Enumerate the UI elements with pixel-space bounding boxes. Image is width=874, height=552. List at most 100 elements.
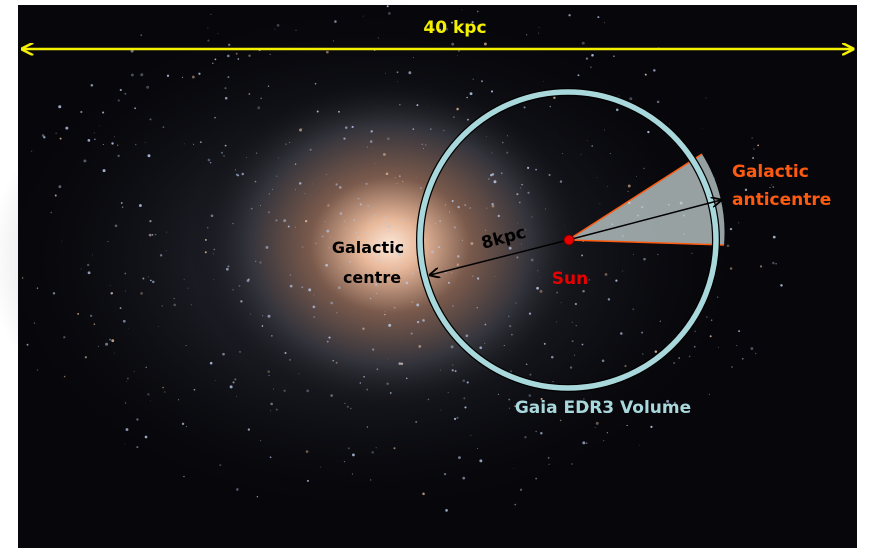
- star: [508, 315, 510, 318]
- star: [559, 180, 563, 183]
- star: [395, 251, 398, 254]
- star: [450, 345, 454, 349]
- star: [119, 307, 122, 310]
- star: [391, 245, 393, 247]
- star: [120, 202, 123, 204]
- star: [349, 407, 352, 410]
- star: [461, 9, 463, 11]
- star: [324, 221, 326, 223]
- star: [552, 381, 554, 383]
- star: [134, 107, 136, 110]
- star: [102, 111, 105, 114]
- star: [632, 308, 635, 311]
- star: [77, 312, 80, 315]
- star: [327, 204, 330, 207]
- star: [372, 147, 373, 149]
- star: [198, 72, 201, 75]
- star: [398, 175, 401, 178]
- star: [561, 153, 563, 154]
- star: [305, 450, 309, 453]
- star: [379, 223, 381, 225]
- star: [125, 428, 129, 431]
- star: [641, 331, 644, 334]
- star: [601, 359, 605, 362]
- star: [140, 34, 142, 36]
- star: [444, 25, 446, 28]
- star: [330, 394, 334, 397]
- star: [453, 417, 457, 421]
- star: [479, 346, 483, 350]
- star: [560, 302, 562, 304]
- star: [744, 188, 748, 192]
- star: [353, 219, 356, 222]
- star: [232, 223, 234, 225]
- star: [416, 104, 419, 107]
- star: [213, 279, 215, 280]
- star: [224, 87, 227, 90]
- star: [295, 189, 297, 191]
- star: [283, 219, 287, 223]
- star: [759, 265, 763, 268]
- star: [343, 137, 346, 140]
- star: [352, 453, 355, 457]
- star: [207, 158, 211, 162]
- star: [185, 344, 187, 346]
- star: [425, 144, 427, 146]
- star: [613, 55, 615, 58]
- star: [275, 408, 278, 411]
- star: [659, 320, 662, 322]
- star: [736, 345, 738, 347]
- star: [287, 225, 290, 228]
- sun-label: Sun: [552, 269, 588, 289]
- star: [422, 319, 425, 322]
- star: [484, 323, 487, 326]
- star: [509, 324, 512, 328]
- star: [65, 126, 69, 130]
- star: [80, 268, 82, 270]
- star: [400, 362, 404, 366]
- star: [339, 266, 341, 268]
- star: [149, 220, 152, 223]
- star: [480, 80, 483, 83]
- star: [413, 282, 415, 284]
- star: [124, 272, 127, 275]
- star: [427, 398, 430, 401]
- star: [250, 207, 253, 210]
- star: [245, 156, 247, 159]
- star: [217, 33, 219, 35]
- star: [63, 375, 66, 378]
- star: [140, 292, 143, 295]
- star: [133, 371, 135, 372]
- star: [229, 385, 233, 389]
- star: [63, 336, 66, 339]
- star: [346, 405, 349, 408]
- star: [547, 456, 550, 459]
- star: [401, 248, 404, 252]
- star: [615, 279, 618, 282]
- star: [606, 432, 608, 434]
- star: [503, 344, 505, 347]
- star: [125, 402, 127, 404]
- star: [262, 315, 264, 317]
- star: [298, 182, 302, 185]
- star: [514, 405, 517, 408]
- star: [587, 139, 588, 141]
- star: [451, 21, 454, 24]
- star: [267, 370, 270, 373]
- star: [525, 363, 528, 366]
- star: [269, 410, 272, 412]
- star: [232, 381, 235, 384]
- star: [209, 361, 213, 365]
- star: [410, 246, 413, 249]
- star: [269, 456, 272, 459]
- star: [384, 311, 386, 313]
- star: [43, 136, 46, 139]
- star: [190, 304, 192, 306]
- star: [109, 338, 112, 341]
- star: [471, 21, 474, 24]
- star: [235, 52, 238, 55]
- star: [585, 442, 588, 444]
- star: [772, 186, 774, 188]
- star: [183, 143, 185, 145]
- star: [154, 233, 157, 236]
